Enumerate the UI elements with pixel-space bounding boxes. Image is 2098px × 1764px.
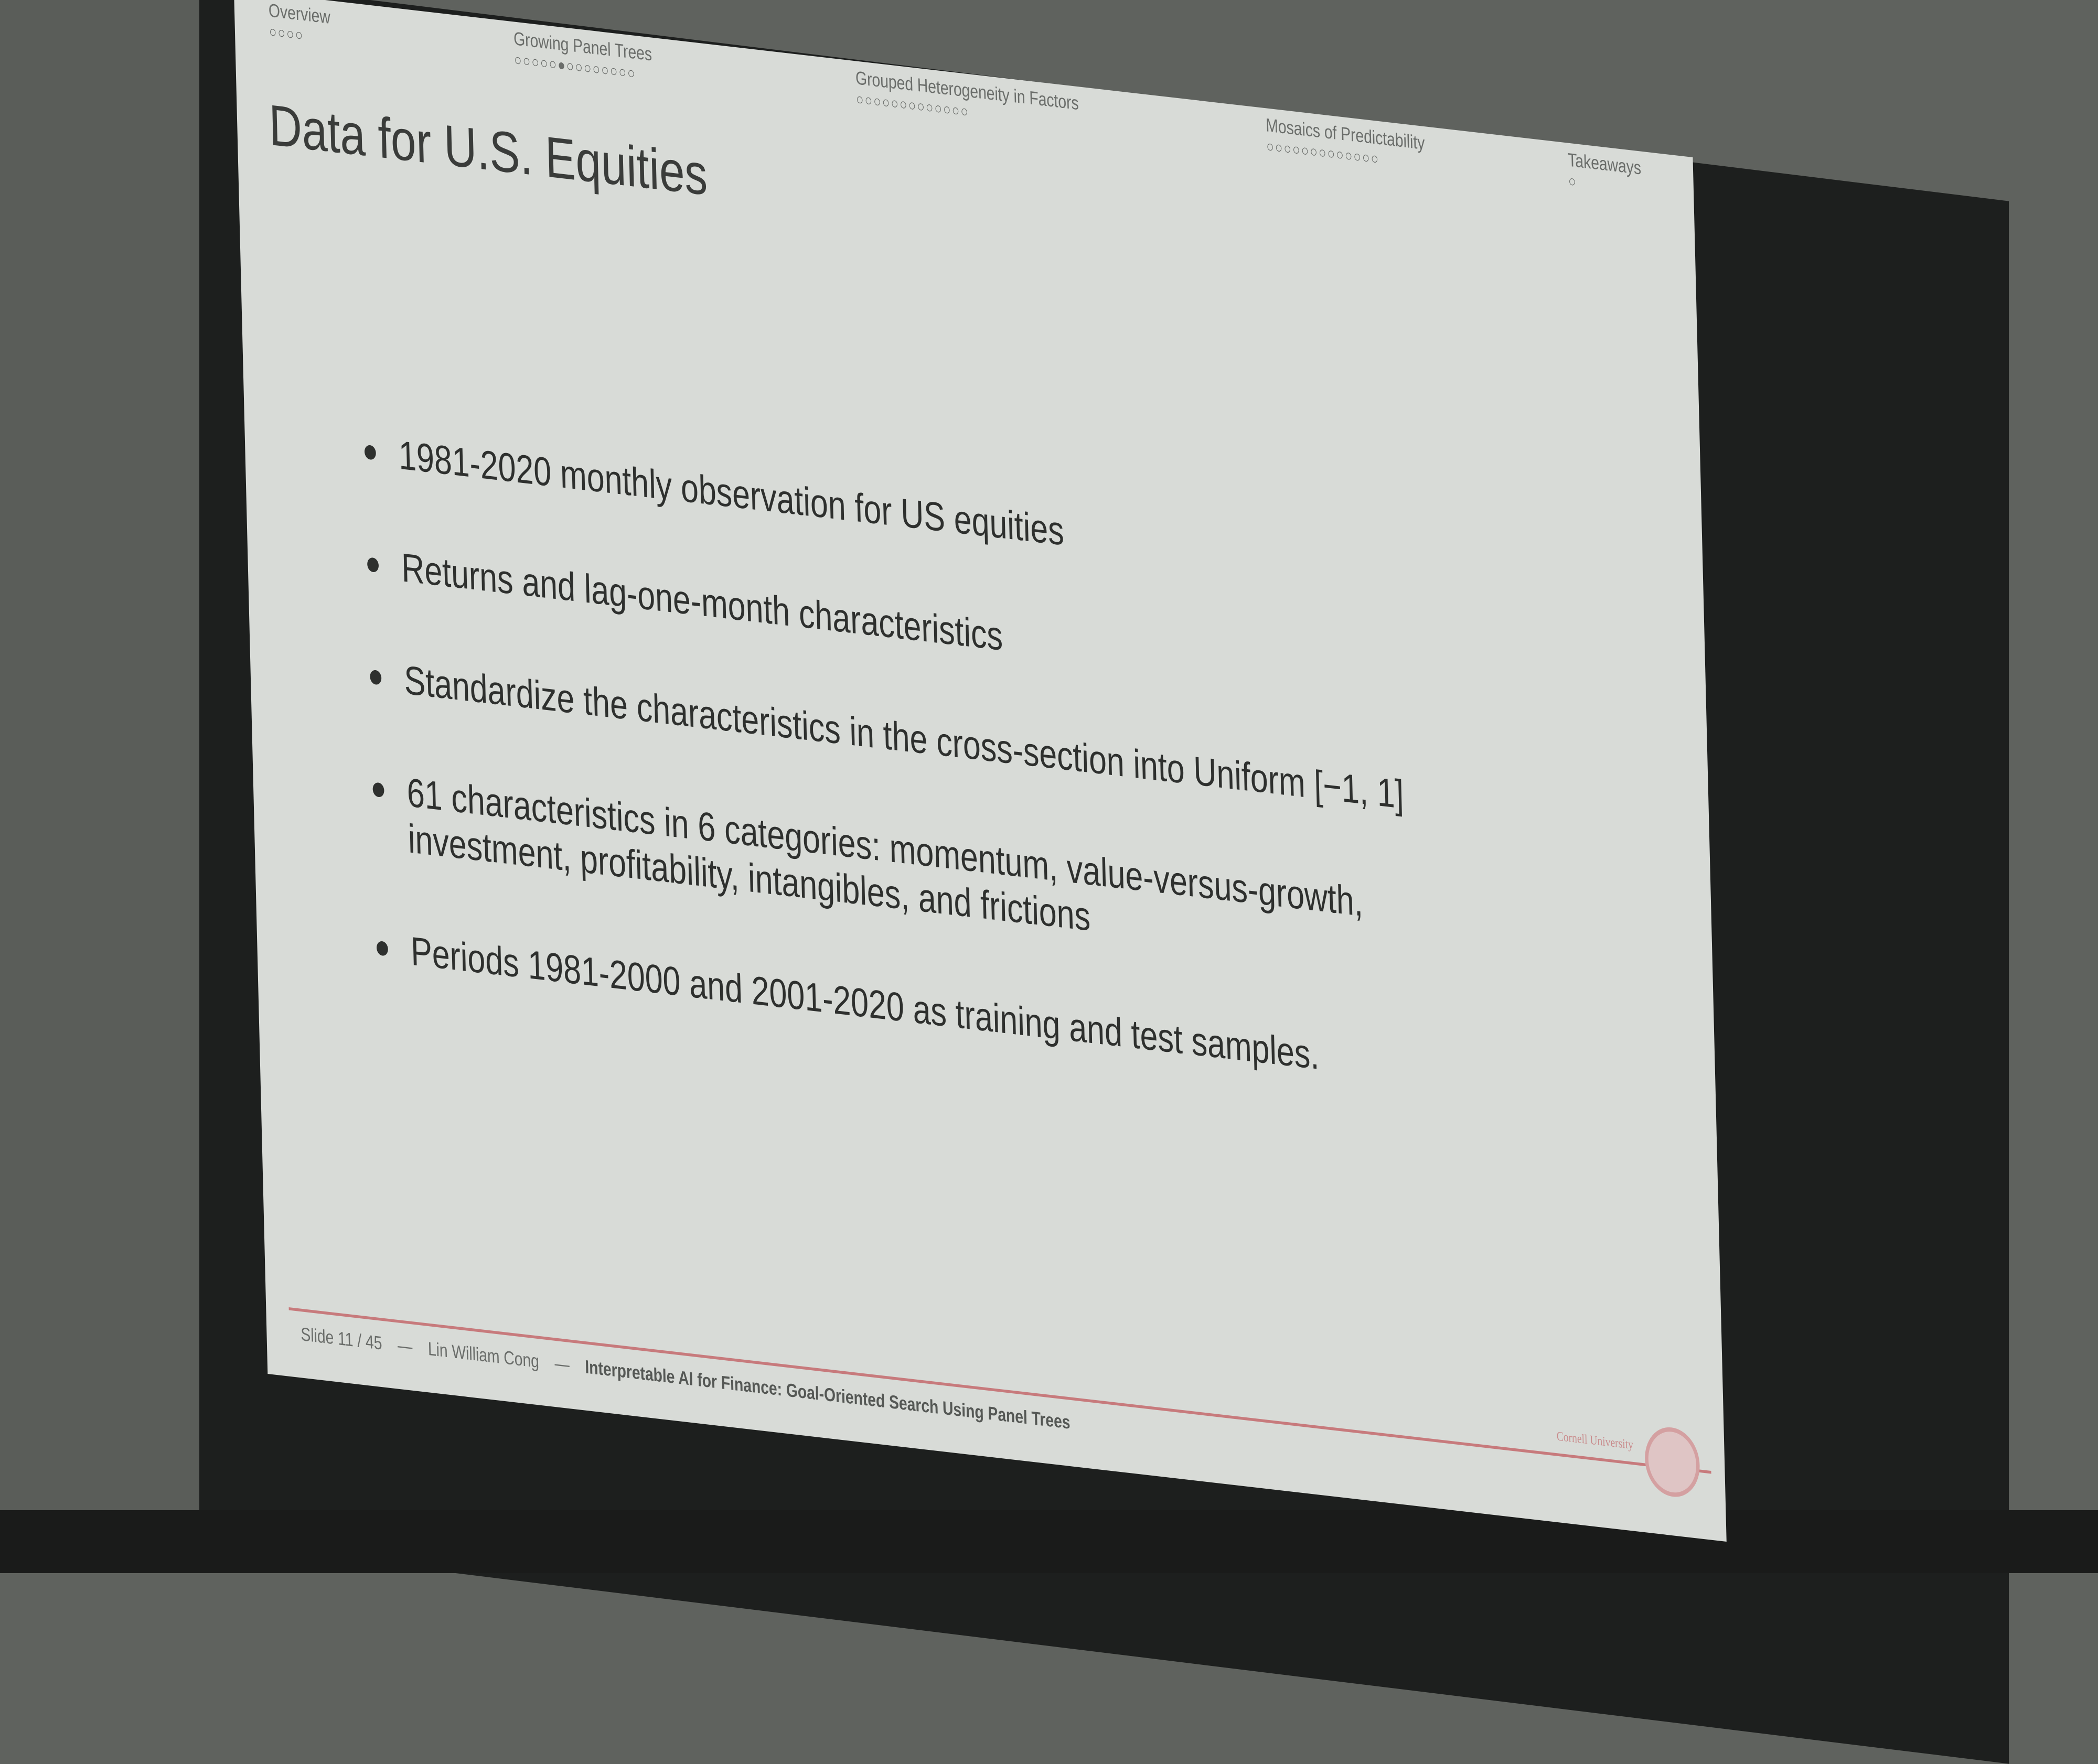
institution: Cornell University	[1556, 1428, 1634, 1452]
nav-section: Mosaics of Predictability ○○○○○○○○○○○○○	[1266, 114, 1426, 174]
separator: —	[397, 1334, 413, 1358]
nav-section: Overview ○○○○	[268, 0, 331, 48]
logo-seal	[1644, 1424, 1701, 1500]
slide: Overview ○○○○ Growing Panel Trees ○○○○○●○○…	[234, 0, 1727, 1542]
nav-section: Grouped Heterogeneity in Factors ○○○○○○○○…	[855, 67, 1079, 134]
screen-bottom	[0, 1510, 2098, 1573]
slide-number: Slide 11 / 45	[300, 1323, 382, 1354]
separator: —	[554, 1352, 570, 1376]
nav-section: Takeaways ○	[1568, 149, 1642, 199]
nav-section: Growing Panel Trees ○○○○○●○○○○○○○○	[513, 27, 653, 85]
nav-label: Overview	[268, 0, 331, 28]
nav-dots: ○○○○	[269, 24, 304, 45]
slide-title: Data for U.S. Equities	[268, 94, 709, 208]
author: Lin William Cong	[427, 1337, 540, 1372]
photo: Overview ○○○○ Growing Panel Trees ○○○○○●○○…	[0, 0, 2098, 1573]
bullet-list: 1981-2020 monthly observation for US equ…	[364, 429, 1530, 1170]
